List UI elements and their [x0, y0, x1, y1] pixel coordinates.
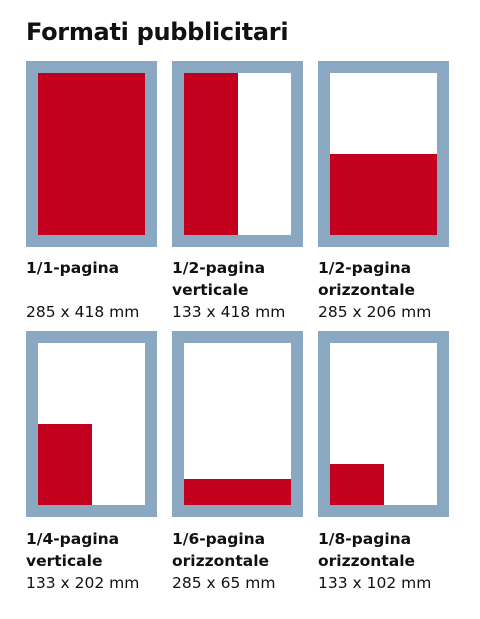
- format-dimensions: 285 x 418 mm: [26, 303, 140, 321]
- format-card-full-page: [26, 61, 157, 247]
- format-name-line2: [26, 279, 139, 301]
- ad-area: [330, 154, 437, 235]
- page-title: Formati pubblicitari: [26, 18, 289, 46]
- format-label-quarter-vertical: 1/4-pagina verticale 133 x 202 mm: [26, 528, 139, 594]
- format-name: 1/1-pagina: [26, 259, 120, 277]
- format-name-line2: orizzontale: [318, 281, 416, 299]
- format-dimensions: 285 x 206 mm: [318, 303, 432, 321]
- format-dimensions: 133 x 102 mm: [318, 574, 432, 592]
- format-name: 1/8-pagina: [318, 530, 412, 548]
- format-name: 1/4-pagina: [26, 530, 120, 548]
- page-sheet: [38, 343, 145, 505]
- page-sheet: [330, 73, 437, 235]
- format-label-half-vertical: 1/2-pagina verticale 133 x 418 mm: [172, 257, 285, 323]
- format-name-line2: verticale: [172, 281, 249, 299]
- format-card-half-vertical: [172, 61, 303, 247]
- format-name: 1/2-pagina: [172, 259, 266, 277]
- ad-area: [38, 73, 145, 235]
- page-sheet: [330, 343, 437, 505]
- page-sheet: [38, 73, 145, 235]
- ad-area: [330, 464, 384, 505]
- ad-area: [184, 479, 291, 505]
- ad-area: [184, 73, 238, 235]
- format-card-sixth-horizontal: [172, 331, 303, 517]
- page-sheet: [184, 73, 291, 235]
- format-name: 1/2-pagina: [318, 259, 412, 277]
- format-label-full-page: 1/1-pagina 285 x 418 mm: [26, 257, 139, 323]
- format-label-half-horizontal: 1/2-pagina orizzontale 285 x 206 mm: [318, 257, 431, 323]
- format-card-quarter-vertical: [26, 331, 157, 517]
- ad-area: [38, 424, 92, 505]
- format-name: 1/6-pagina: [172, 530, 266, 548]
- format-dimensions: 285 x 65 mm: [172, 574, 276, 592]
- format-dimensions: 133 x 202 mm: [26, 574, 140, 592]
- format-card-eighth-horizontal: [318, 331, 449, 517]
- format-name-line2: orizzontale: [172, 552, 270, 570]
- format-label-eighth-horizontal: 1/8-pagina orizzontale 133 x 102 mm: [318, 528, 431, 594]
- format-name-line2: orizzontale: [318, 552, 416, 570]
- format-dimensions: 133 x 418 mm: [172, 303, 286, 321]
- format-label-sixth-horizontal: 1/6-pagina orizzontale 285 x 65 mm: [172, 528, 275, 594]
- page-sheet: [184, 343, 291, 505]
- format-card-half-horizontal: [318, 61, 449, 247]
- format-name-line2: verticale: [26, 552, 103, 570]
